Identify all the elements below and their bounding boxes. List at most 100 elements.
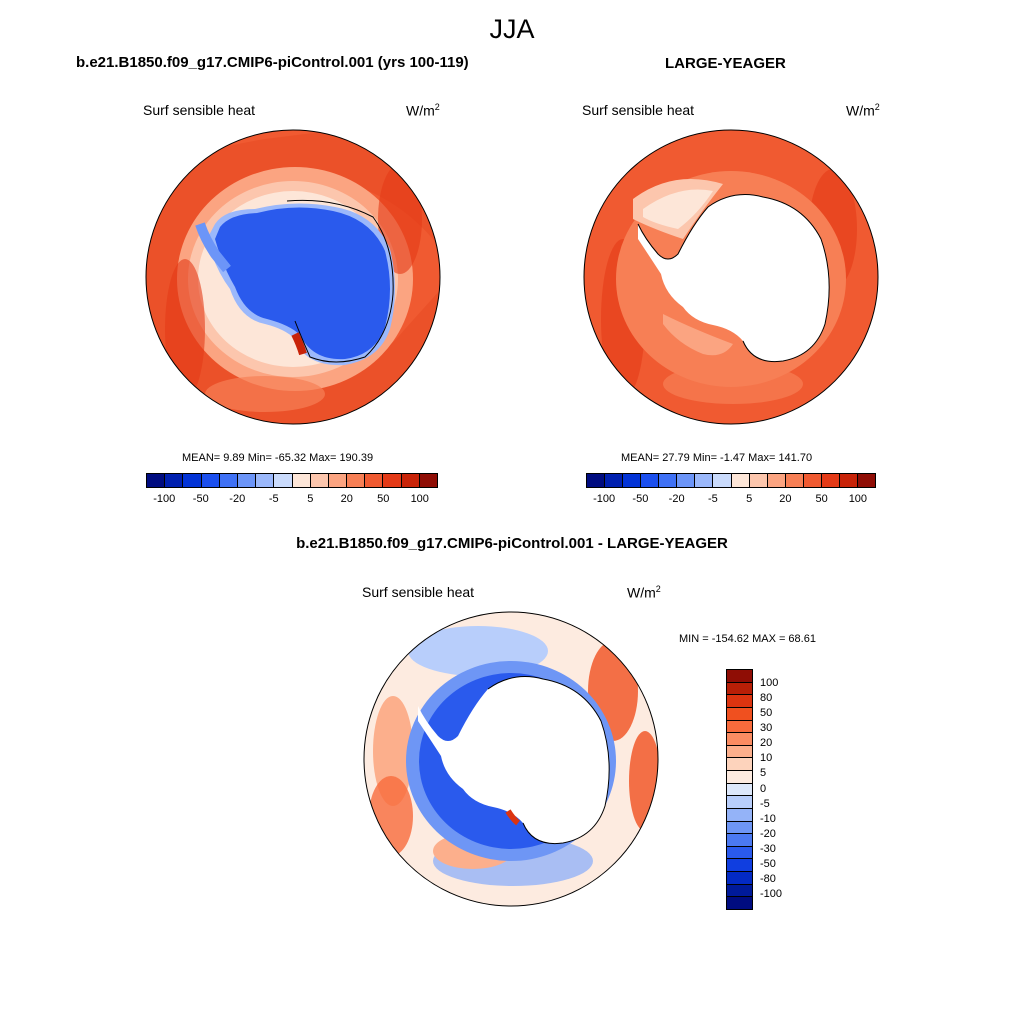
colorbar-tick-label: -20 bbox=[229, 493, 246, 505]
panel-model-polar-map bbox=[145, 129, 441, 425]
panel-model-units-label: W/m2 bbox=[406, 102, 440, 119]
colorbar-box bbox=[727, 758, 752, 771]
colorbar-tick-label: 100 bbox=[410, 493, 429, 505]
colorbar-box bbox=[731, 474, 750, 487]
colorbar-tick-label: 100 bbox=[848, 493, 868, 505]
colorbar-box bbox=[749, 474, 768, 487]
colorbar-box bbox=[727, 745, 752, 759]
colorbar-tick-label: -50 bbox=[192, 493, 209, 505]
colorbar-tick-label: 10 bbox=[760, 752, 773, 765]
colorbar-tick-label: -100 bbox=[593, 493, 616, 505]
colorbar-tick-label: 50 bbox=[760, 707, 773, 720]
colorbar-box bbox=[183, 474, 202, 487]
colorbar-box bbox=[727, 695, 752, 708]
colorbar-tick-label: -20 bbox=[668, 493, 685, 505]
colorbar-box bbox=[328, 474, 348, 487]
colorbar-box bbox=[727, 733, 752, 746]
colorbar-box bbox=[292, 474, 311, 487]
colorbar-box bbox=[727, 720, 752, 734]
colorbar-tick-label: -50 bbox=[760, 857, 776, 870]
panel-obs-colorbar bbox=[586, 473, 876, 488]
colorbar-box bbox=[767, 474, 786, 487]
colorbar-tick-label: -100 bbox=[760, 887, 783, 900]
colorbar-tick-label: -30 bbox=[760, 842, 776, 855]
colorbar-tick-label: 5 bbox=[760, 767, 767, 780]
colorbar-tick-label: 20 bbox=[760, 737, 773, 750]
colorbar-box bbox=[803, 474, 822, 487]
colorbar-tick-label: -100 bbox=[153, 493, 176, 505]
colorbar-tick-label: -5 bbox=[707, 493, 718, 505]
colorbar-tick-label: 20 bbox=[779, 493, 792, 505]
colorbar-tick-label: 5 bbox=[746, 493, 753, 505]
colorbar-box bbox=[365, 474, 384, 487]
colorbar-tick-label: -80 bbox=[760, 872, 776, 885]
main-title: JJA bbox=[489, 14, 535, 44]
colorbar-box bbox=[727, 783, 752, 797]
colorbar-box bbox=[727, 707, 752, 721]
panel-diff-title: b.e21.B1850.f09_g17.CMIP6-piControl.001 … bbox=[296, 535, 728, 552]
colorbar-box bbox=[727, 846, 752, 860]
colorbar-box bbox=[419, 474, 437, 487]
colorbar-box bbox=[727, 771, 752, 784]
colorbar-box bbox=[821, 474, 840, 487]
colorbar-box bbox=[274, 474, 293, 487]
panel-obs-title: LARGE-YEAGER bbox=[665, 55, 786, 72]
colorbar-box bbox=[641, 474, 660, 487]
panel-obs-polar-map bbox=[583, 129, 879, 425]
colorbar-box bbox=[785, 474, 804, 487]
colorbar-box bbox=[727, 884, 752, 898]
panel-diff-units-label: W/m2 bbox=[627, 584, 661, 601]
colorbar-box bbox=[383, 474, 402, 487]
colorbar-tick-label: -5 bbox=[268, 493, 279, 505]
colorbar-box bbox=[310, 474, 329, 487]
colorbar-box bbox=[347, 474, 366, 487]
colorbar-box bbox=[857, 474, 875, 487]
colorbar-box bbox=[727, 834, 752, 847]
colorbar-tick-label: 100 bbox=[760, 677, 779, 690]
panel-diff-polar-map bbox=[363, 611, 659, 907]
colorbar-box bbox=[695, 474, 714, 487]
colorbar-box bbox=[727, 796, 752, 809]
colorbar-box bbox=[713, 474, 732, 487]
colorbar-box bbox=[147, 474, 166, 487]
panel-diff-colorbar-ticks: 100 80 50 30 20 10 5 0 -5 -10 -20 -30 -50 -80 -100 bbox=[760, 669, 800, 910]
panel-obs-units-label: W/m2 bbox=[846, 102, 880, 119]
colorbar-box bbox=[587, 474, 606, 487]
panel-model-title: b.e21.B1850.f09_g17.CMIP6-piControl.001 … bbox=[76, 54, 469, 71]
panel-obs-stats: MEAN= 27.79 Min= -1.47 Max= 141.70 bbox=[621, 452, 813, 464]
panel-model-colorbar-ticks: -100 -50 -20 -5 5 20 50 100 bbox=[146, 493, 438, 507]
panel-obs-variable-label: Surf sensible heat bbox=[582, 102, 695, 118]
panel-diff-colorbar bbox=[726, 669, 753, 910]
colorbar-tick-label: -50 bbox=[632, 493, 649, 505]
panel-obs-colorbar-ticks: -100 -50 -20 -5 5 20 50 100 bbox=[586, 493, 876, 507]
colorbar-box bbox=[219, 474, 238, 487]
colorbar-box bbox=[605, 474, 624, 487]
colorbar-box bbox=[201, 474, 220, 487]
colorbar-tick-label: 50 bbox=[377, 493, 390, 505]
colorbar-tick-label: 30 bbox=[760, 722, 773, 735]
colorbar-tick-label: 20 bbox=[340, 493, 353, 505]
colorbar-box bbox=[677, 474, 696, 487]
panel-model-variable-label: Surf sensible heat bbox=[143, 102, 256, 118]
colorbar-box bbox=[165, 474, 184, 487]
colorbar-tick-label: 0 bbox=[760, 782, 767, 795]
colorbar-box bbox=[727, 872, 752, 885]
colorbar-box bbox=[623, 474, 642, 487]
colorbar-box bbox=[727, 859, 752, 872]
panel-diff-stats: MIN = -154.62 MAX = 68.61 bbox=[679, 633, 816, 645]
colorbar-box bbox=[727, 897, 752, 909]
colorbar-tick-label: 5 bbox=[307, 493, 314, 505]
colorbar-box bbox=[401, 474, 420, 487]
colorbar-box bbox=[727, 670, 752, 683]
colorbar-tick-label: -20 bbox=[760, 827, 776, 840]
panel-model-colorbar bbox=[146, 473, 438, 488]
colorbar-box bbox=[727, 821, 752, 835]
colorbar-box bbox=[659, 474, 678, 487]
colorbar-tick-label: 80 bbox=[760, 692, 773, 705]
colorbar-box bbox=[839, 474, 858, 487]
colorbar-box bbox=[727, 808, 752, 822]
colorbar-tick-label: -5 bbox=[760, 797, 770, 810]
colorbar-box bbox=[237, 474, 257, 487]
colorbar-box bbox=[256, 474, 275, 487]
colorbar-tick-label: 50 bbox=[815, 493, 828, 505]
